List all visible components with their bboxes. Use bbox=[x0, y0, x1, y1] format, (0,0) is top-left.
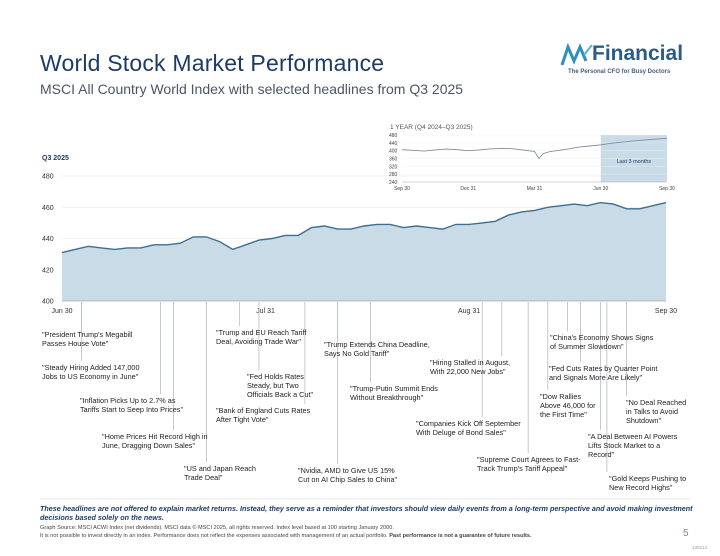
y-tick-label: 480 bbox=[42, 174, 54, 181]
headline-annotation: "Nvidia, AMD to Give US 15% Cut on AI Ch… bbox=[298, 466, 398, 484]
mini-y-tick-label: 360 bbox=[389, 157, 398, 163]
footer-note: These headlines are not offered to expla… bbox=[40, 504, 693, 522]
mini-x-tick-label: Sep 30 bbox=[394, 186, 410, 192]
mini-x-tick-label: Dec 31 bbox=[460, 186, 476, 192]
page-subtitle: MSCI All Country World Index with select… bbox=[40, 81, 464, 97]
mini-y-tick-label: 240 bbox=[389, 180, 398, 186]
headline-annotation: "A Deal Between AI Powers Lifts Stock Ma… bbox=[588, 432, 678, 459]
headline-annotation: "US and Japan Reach Trade Deal" bbox=[184, 464, 256, 482]
headline-annotation: "Trump Extends China Deadline, Says No G… bbox=[324, 340, 430, 358]
headline-annotation: "Trump-Putin Summit Ends Without Breakth… bbox=[350, 384, 438, 402]
q3-line bbox=[61, 201, 667, 254]
source-note: Graph Source: MSCI ACWI Index (net divid… bbox=[40, 525, 394, 531]
y-tick-label: 460 bbox=[42, 205, 54, 212]
page-number: 5 bbox=[683, 528, 689, 539]
disclaimer-text: It is not possible to invest directly in… bbox=[40, 533, 388, 539]
headline-annotation: "Steady Hiring Added 147,000 Jobs to US … bbox=[42, 363, 140, 381]
document-code: 135213 bbox=[692, 545, 708, 550]
disclaimer-bold: Past performance is not a guarantee of f… bbox=[389, 533, 532, 539]
headline-annotation: "President Trump's Megabill Passes House… bbox=[42, 330, 133, 348]
mini-y-tick-label: 440 bbox=[389, 141, 398, 147]
logo-mark-icon bbox=[560, 43, 593, 66]
headline-annotation: "Trump and EU Reach Tariff Deal, Avoidin… bbox=[216, 328, 307, 346]
x-tick-label: Sep 30 bbox=[655, 308, 677, 315]
mini-x-tick-label: Jun 30 bbox=[593, 186, 608, 192]
y-tick-label: 420 bbox=[42, 267, 54, 274]
logo-wordmark: Financial bbox=[592, 42, 684, 65]
x-tick-label: Jul 31 bbox=[256, 308, 275, 315]
headline-annotation: "No Deal Reached in Talks to Avoid Shutd… bbox=[626, 398, 687, 425]
mini-x-tick-label: Mar 31 bbox=[527, 186, 543, 192]
logo: Financial The Personal CFO for Busy Doct… bbox=[560, 38, 690, 78]
headline-annotation: "Hiring Stalled in August, With 22,000 N… bbox=[430, 358, 511, 376]
mini-chart-title: 1 YEAR (Q4 2024–Q3 2025) bbox=[390, 124, 473, 131]
disclaimer: It is not possible to invest directly in… bbox=[40, 533, 532, 539]
headline-annotation: "Dow Rallies Above 46,000 for the First … bbox=[540, 392, 596, 419]
headline-annotation: "Home Prices Hit Record High in June, Dr… bbox=[102, 432, 208, 450]
mini-y-tick-label: 480 bbox=[389, 133, 398, 139]
headline-annotation: "Gold Keeps Pushing to New Record Highs" bbox=[609, 474, 687, 492]
y-tick-label: 440 bbox=[42, 236, 54, 243]
headline-annotation: "Companies Kick Off September With Delug… bbox=[416, 419, 521, 437]
mini-highlight-label: Last 3 months bbox=[617, 159, 652, 165]
mini-y-tick-label: 280 bbox=[389, 172, 398, 178]
mini-y-tick-label: 320 bbox=[389, 164, 398, 170]
headline-annotation: "Fed Cuts Rates by Quarter Point and Sig… bbox=[549, 364, 658, 382]
y-tick-label: 400 bbox=[42, 299, 54, 306]
page-title: World Stock Market Performance bbox=[40, 50, 385, 76]
mini-x-tick-label: Sep 30 bbox=[659, 186, 675, 192]
headline-annotation: "Fed Holds Rates Steady, but Two Officia… bbox=[247, 372, 314, 399]
q3-area bbox=[62, 202, 666, 301]
headline-annotation: "Inflation Picks Up to 2.7% as Tariffs S… bbox=[80, 396, 184, 414]
mini-y-tick-label: 400 bbox=[389, 149, 398, 155]
headline-annotation: "Supreme Court Agrees to Fast- Track Tru… bbox=[477, 455, 581, 473]
chart-period-label: Q3 2025 bbox=[42, 155, 69, 162]
x-tick-label: Jun 30 bbox=[51, 308, 72, 315]
mini-line bbox=[401, 137, 668, 160]
headline-annotation: "China's Economy Shows Signs of Summer S… bbox=[550, 333, 654, 351]
logo-tagline: The Personal CFO for Busy Doctors bbox=[568, 69, 671, 75]
x-tick-label: Aug 31 bbox=[458, 308, 480, 315]
headline-annotation: "Bank of England Cuts Rates After Tight … bbox=[216, 406, 311, 424]
